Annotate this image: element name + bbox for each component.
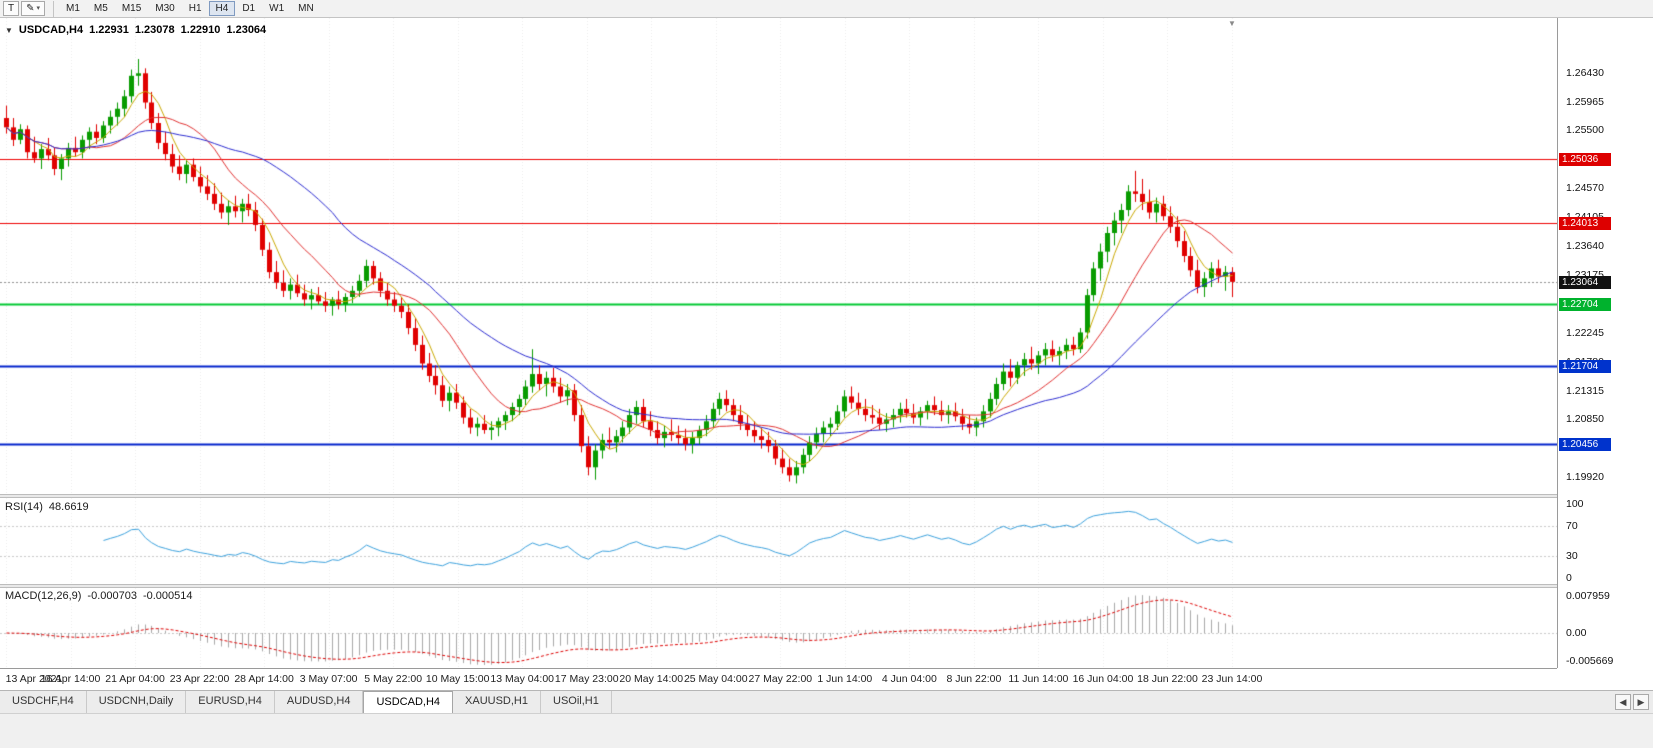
price-tick-label: 1.25965: [1566, 96, 1604, 108]
level-price-badge: 1.22704: [1559, 298, 1611, 311]
macd-axis-label: 0.007959: [1566, 590, 1610, 602]
chart-tab-usoil-h1[interactable]: USOil,H1: [541, 691, 612, 713]
tabs-scroll-right-button[interactable]: ▶: [1633, 694, 1649, 710]
time-axis-label: 23 Apr 22:00: [170, 673, 230, 685]
macd-axis-label: -0.005669: [1566, 655, 1613, 667]
time-axis-label: 21 Apr 04:00: [105, 673, 165, 685]
ohlc-open-value: 1.22931: [89, 24, 129, 36]
time-axis-label: 11 Jun 14:00: [1008, 673, 1068, 685]
time-axis[interactable]: 13 Apr 202116 Apr 14:0021 Apr 04:0023 Ap…: [0, 668, 1557, 690]
ohlc-high-value: 1.23078: [135, 24, 175, 36]
rsi-axis-label: 70: [1566, 520, 1578, 532]
timeframe-button-h1[interactable]: H1: [182, 1, 209, 16]
panel-splitter-rsi[interactable]: [0, 494, 1653, 498]
price-axis[interactable]: 1.264301.259651.255001.250351.245701.241…: [1557, 18, 1653, 668]
price-tick-label: 1.22245: [1566, 327, 1604, 339]
ohlc-close-value: 1.23064: [226, 24, 266, 36]
timeframe-button-m1[interactable]: M1: [59, 1, 87, 16]
dropdown-arrow-icon: ▾: [37, 3, 41, 15]
time-axis-label: 16 Jun 04:00: [1073, 673, 1134, 685]
current-price-badge: 1.23064: [1559, 276, 1611, 289]
timeframe-bar: M1M5M15M30H1H4D1W1MN: [53, 1, 321, 17]
t-icon: T: [8, 3, 14, 15]
time-axis-label: 8 Jun 22:00: [946, 673, 1001, 685]
chart-shift-marker: ▼: [1228, 19, 1236, 28]
macd-axis-label: 0.00: [1566, 627, 1586, 639]
rsi-panel-label: RSI(14) 48.6619: [5, 501, 89, 513]
time-axis-label: 25 May 04:00: [684, 673, 748, 685]
chart-tab-usdcad-h4[interactable]: USDCAD,H4: [363, 691, 453, 713]
chart-tab-usdchf-h4[interactable]: USDCHF,H4: [0, 691, 87, 713]
time-axis-label: 3 May 07:00: [300, 673, 358, 685]
time-axis-label: 28 Apr 14:00: [234, 673, 294, 685]
timeframe-button-d1[interactable]: D1: [235, 1, 262, 16]
macd-main-value: -0.000703: [87, 590, 137, 602]
level-price-badge: 1.24013: [1559, 217, 1611, 230]
chart-ohlc-header: ▼ USDCAD,H4 1.22931 1.23078 1.22910 1.23…: [5, 24, 266, 36]
tab-nav: ◀ ▶: [1611, 691, 1653, 713]
chart-tab-bar: USDCHF,H4USDCNH,DailyEURUSD,H4AUDUSD,H4U…: [0, 690, 1653, 713]
time-axis-label: 27 May 22:00: [748, 673, 812, 685]
rsi-title: RSI(14): [5, 501, 43, 513]
price-tick-label: 1.25500: [1566, 124, 1604, 136]
macd-signal-value: -0.000514: [143, 590, 193, 602]
toolbar-button-t[interactable]: T: [3, 1, 19, 16]
price-tick-label: 1.23640: [1566, 240, 1604, 252]
pencil-icon: ✎: [26, 3, 34, 15]
timeframe-button-mn[interactable]: MN: [291, 1, 321, 16]
macd-title: MACD(12,26,9): [5, 590, 81, 602]
panel-splitter-macd[interactable]: [0, 584, 1653, 588]
time-axis-label: 13 May 04:00: [490, 673, 554, 685]
price-tick-label: 1.21315: [1566, 385, 1604, 397]
timeframe-button-w1[interactable]: W1: [262, 1, 291, 16]
level-price-badge: 1.21704: [1559, 360, 1611, 373]
timeframe-button-m15[interactable]: M15: [115, 1, 148, 16]
time-axis-label: 23 Jun 14:00: [1202, 673, 1263, 685]
rsi-axis-label: 30: [1566, 550, 1578, 562]
timeframe-button-m30[interactable]: M30: [148, 1, 181, 16]
time-axis-label: 10 May 15:00: [426, 673, 490, 685]
draw-tool-button[interactable]: ✎ ▾: [21, 1, 45, 16]
rsi-axis-label: 0: [1566, 572, 1572, 584]
price-tick-label: 1.20850: [1566, 413, 1604, 425]
chart-tabs: USDCHF,H4USDCNH,DailyEURUSD,H4AUDUSD,H4U…: [0, 691, 1611, 713]
time-axis-label: 16 Apr 14:00: [41, 673, 101, 685]
time-axis-label: 17 May 23:00: [555, 673, 619, 685]
chart-tab-eurusd-h4[interactable]: EURUSD,H4: [186, 691, 275, 713]
price-tick-label: 1.19920: [1566, 471, 1604, 483]
chart-symbol-label: USDCAD,H4: [19, 24, 83, 36]
time-axis-label: 1 Jun 14:00: [817, 673, 872, 685]
chart-window: ▼ ▼ USDCAD,H4 1.22931 1.23078 1.22910 1.…: [0, 18, 1653, 690]
chart-tab-audusd-h4[interactable]: AUDUSD,H4: [275, 691, 364, 713]
time-axis-label: 5 May 22:00: [364, 673, 422, 685]
chart-tab-usdcnh-daily[interactable]: USDCNH,Daily: [87, 691, 187, 713]
chart-tab-xauusd-h1[interactable]: XAUUSD,H1: [453, 691, 541, 713]
time-axis-label: 18 Jun 22:00: [1137, 673, 1198, 685]
price-tick-label: 1.24570: [1566, 182, 1604, 194]
chart-canvas[interactable]: [0, 18, 1557, 668]
timeframe-button-m5[interactable]: M5: [87, 1, 115, 16]
status-bar: [0, 713, 1653, 748]
top-toolbar: T ✎ ▾ M1M5M15M30H1H4D1W1MN: [0, 0, 1653, 18]
collapse-arrow-icon[interactable]: ▼: [5, 26, 13, 35]
rsi-axis-label: 100: [1566, 498, 1584, 510]
level-price-badge: 1.25036: [1559, 153, 1611, 166]
rsi-current-value: 48.6619: [49, 501, 89, 513]
price-tick-label: 1.26430: [1566, 67, 1604, 79]
time-axis-label: 20 May 14:00: [619, 673, 683, 685]
time-axis-label: 4 Jun 04:00: [882, 673, 937, 685]
tabs-scroll-left-button[interactable]: ◀: [1615, 694, 1631, 710]
macd-panel-label: MACD(12,26,9) -0.000703 -0.000514: [5, 590, 193, 602]
timeframe-button-h4[interactable]: H4: [209, 1, 236, 16]
ohlc-low-value: 1.22910: [181, 24, 221, 36]
level-price-badge: 1.20456: [1559, 438, 1611, 451]
